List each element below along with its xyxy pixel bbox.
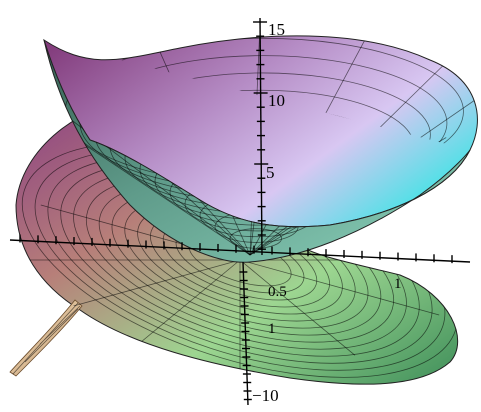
bowl-mesh-radial — [44, 99, 251, 256]
z-axis-ticks — [253, 21, 269, 250]
bowl-mesh-radial — [73, 137, 251, 256]
sheet-mesh-radial — [40, 259, 241, 316]
x-tick-label-0.5: 0.5 — [268, 284, 287, 300]
sheet-mesh-radial — [239, 259, 440, 316]
bowl-mesh-ring — [229, 228, 282, 249]
surface-bowl-front — [43, 39, 471, 263]
x-axis — [9, 239, 471, 263]
z-lower-axis-ticks — [239, 271, 252, 401]
sheet-mesh-radial — [239, 259, 356, 356]
z-axis — [259, 17, 263, 256]
x-tick-label-1: 1 — [394, 276, 402, 292]
x-axis-ticks — [19, 234, 453, 264]
z-tick-label-10: 10 — [268, 91, 285, 110]
z-lower-tick-label-1: 1 — [268, 321, 276, 337]
z-axis-lower — [242, 261, 249, 406]
z-tick-label-5: 5 — [266, 163, 275, 182]
z-lower-tick-label-neg10: −10 — [252, 386, 279, 405]
z-tick-label-15: 15 — [268, 20, 285, 39]
sheet-mesh-radial — [124, 259, 241, 356]
